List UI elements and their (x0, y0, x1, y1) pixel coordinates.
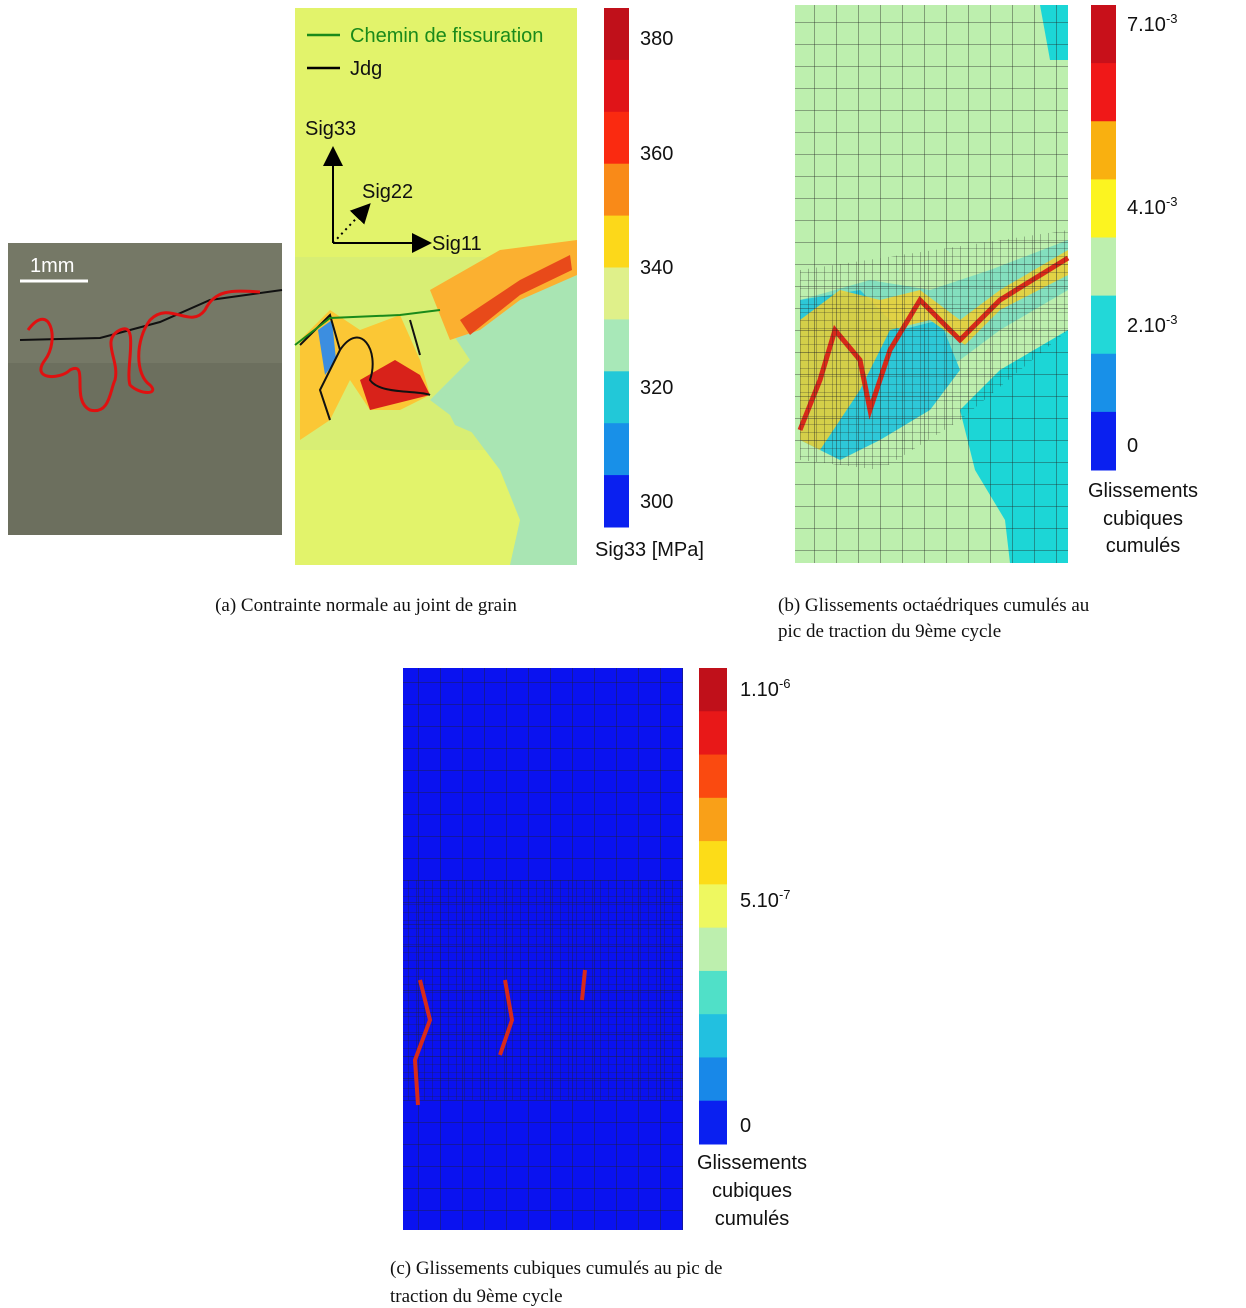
photo (8, 243, 283, 535)
label-base: 0 (740, 1115, 751, 1137)
caption: pic de traction du 9ème cycle (778, 621, 1001, 642)
legend-label: Jdg (350, 58, 382, 80)
colorbar-title: cumulés (1106, 535, 1180, 557)
colorbar-segment (1091, 411, 1116, 471)
colorbar-segment (604, 215, 629, 268)
label-base: 1.10 (740, 679, 779, 701)
colorbar-segment (699, 884, 727, 929)
caption: (c) Glissements cubiques cumulés au pic … (390, 1258, 722, 1279)
colorbar-segment (604, 319, 629, 372)
colorbar-segment (604, 163, 629, 217)
mesh-map (403, 668, 683, 1230)
colorbar-segment (604, 59, 629, 113)
colorbar-label: 1.10-6 (740, 676, 791, 701)
label-exponent: -3 (1166, 11, 1178, 26)
colorbar-segment (604, 111, 629, 165)
colorbar-label: 0 (740, 1115, 751, 1137)
colorbar-label: 2.10-3 (1127, 312, 1178, 337)
colorbar-label: 0 (1127, 435, 1138, 457)
colorbar-segment (604, 423, 629, 476)
colorbar-title: cubiques (1103, 508, 1183, 530)
colorbar-segment (699, 711, 727, 756)
label-base: 5.10 (740, 890, 779, 912)
colorbar-segment (604, 267, 629, 320)
colorbar-segment (1091, 295, 1116, 355)
colorbar-segment (1091, 179, 1116, 238)
colorbar-title: cumulés (715, 1208, 789, 1230)
colorbar-segment (604, 371, 629, 424)
label-base: 4.10 (1127, 197, 1166, 219)
legend-label: Chemin de fissuration (350, 25, 543, 47)
colorbar-label: 300 (640, 491, 673, 513)
colorbar-label: 4.10-3 (1127, 194, 1178, 219)
label-exponent: -3 (1166, 312, 1178, 327)
axis-label: Sig11 (432, 233, 482, 255)
colorbar-segment (1091, 237, 1116, 297)
label-exponent: -6 (779, 676, 791, 691)
colorbar-segment (699, 797, 727, 842)
colorbar-segment (1091, 121, 1116, 180)
colorbar-segment (699, 1014, 727, 1058)
colorbar-label: 340 (640, 257, 673, 279)
colorbar-segment (1091, 63, 1116, 122)
colorbar-segment (1091, 353, 1116, 413)
colorbar-title: Glissements (1088, 480, 1198, 502)
caption: (a) Contrainte normale au joint de grain (215, 595, 517, 616)
colorbar-segment (699, 841, 727, 885)
colorbar-segment (699, 1057, 727, 1102)
label-exponent: -3 (1166, 194, 1178, 209)
axis-label: Sig22 (362, 181, 413, 203)
label-base: 2.10 (1127, 315, 1166, 337)
colorbar-title: Sig33 [MPa] (595, 539, 704, 561)
colorbar-title: Glissements (697, 1152, 807, 1174)
caption: traction du 9ème cycle (390, 1286, 563, 1307)
colorbar-label: 5.10-7 (740, 887, 791, 912)
colorbar-segment (699, 970, 727, 1015)
stress-map (294, 8, 577, 565)
colorbar-label: 320 (640, 377, 673, 399)
colorbar-segment (699, 927, 727, 972)
colorbar-segment (1091, 5, 1116, 64)
label-base: 7.10 (1127, 14, 1166, 36)
label-exponent: -7 (779, 887, 791, 902)
mesh-map (795, 5, 1070, 563)
colorbar-segment (604, 475, 629, 528)
colorbar-label: 360 (640, 143, 673, 165)
colorbar-label: 7.10-3 (1127, 11, 1178, 36)
axis-arrow (332, 203, 371, 244)
colorbar-segment (699, 754, 727, 799)
scale-bar-label: 1mm (30, 255, 74, 277)
colorbar-segment (699, 1100, 727, 1145)
colorbar-label: 380 (640, 28, 673, 50)
colorbar-segment (699, 668, 727, 712)
colorbar-title: cubiques (712, 1180, 792, 1202)
colorbar-segment (604, 8, 629, 61)
axis-label: Sig33 (305, 118, 356, 140)
caption: (b) Glissements octaédriques cumulés au (778, 595, 1090, 616)
label-base: 0 (1127, 435, 1138, 457)
